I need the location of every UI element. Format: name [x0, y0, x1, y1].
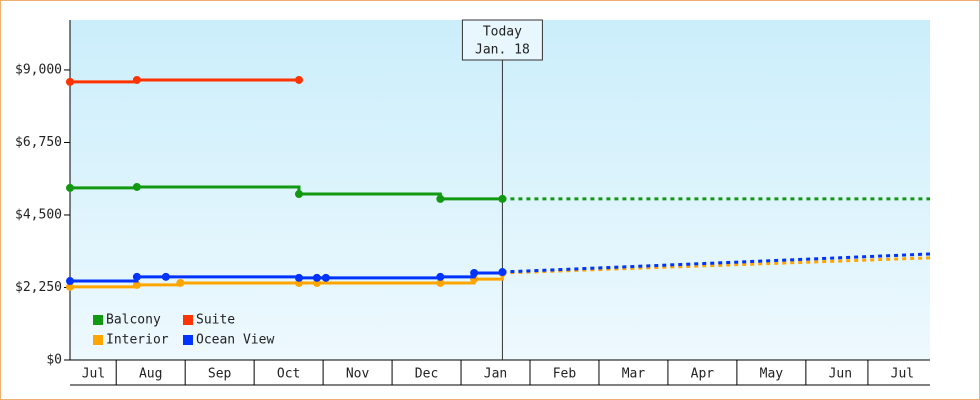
point — [132, 280, 141, 289]
y-tick-label: $6,750 — [15, 135, 62, 150]
legend-swatch — [183, 335, 193, 345]
legend-label: Ocean View — [196, 333, 274, 348]
point — [321, 273, 330, 282]
x-tick-label: Feb — [553, 367, 577, 382]
plot-area — [70, 20, 930, 360]
point — [436, 278, 445, 287]
legend-swatch — [93, 335, 103, 345]
x-tick-label: Dec — [415, 367, 438, 382]
point — [294, 190, 303, 199]
x-tick-label: Jun — [829, 367, 852, 382]
x-tick-label: Oct — [277, 367, 300, 382]
today-date: Jan. 18 — [475, 43, 530, 58]
point — [66, 77, 74, 86]
y-tick-label: $9,000 — [15, 62, 62, 77]
point — [132, 75, 141, 84]
x-tick-label: Nov — [346, 367, 370, 382]
point — [498, 194, 507, 203]
x-tick-label: Mar — [622, 367, 646, 382]
legend-swatch — [183, 315, 193, 325]
point — [470, 268, 479, 277]
point — [66, 277, 74, 286]
legend-swatch — [93, 315, 103, 325]
x-tick-label: Jan — [484, 367, 507, 382]
point — [66, 282, 74, 291]
y-tick-label: $4,500 — [15, 207, 62, 222]
y-tick-label: $2,250 — [15, 280, 62, 295]
point — [498, 268, 507, 277]
x-tick-label: Aug — [139, 367, 162, 382]
y-tick-label: $0 — [46, 353, 62, 368]
legend-label: Balcony — [106, 313, 161, 328]
x-tick-label: Apr — [691, 367, 715, 382]
point — [436, 272, 445, 281]
point — [312, 273, 321, 282]
point — [294, 273, 303, 282]
point — [294, 75, 303, 84]
x-tick-label: Jul — [82, 367, 105, 382]
x-tick-label: Sep — [208, 367, 232, 382]
point — [436, 194, 445, 203]
point — [132, 182, 141, 191]
point — [132, 272, 141, 281]
today-label: Today — [483, 25, 522, 40]
point — [161, 272, 170, 281]
legend-label: Suite — [196, 313, 235, 328]
today-box — [461, 19, 543, 61]
point — [66, 183, 74, 192]
x-tick-label: Jul — [891, 367, 914, 382]
legend-label: Interior — [106, 333, 169, 348]
x-tick-label: May — [760, 367, 784, 382]
point — [176, 278, 185, 287]
